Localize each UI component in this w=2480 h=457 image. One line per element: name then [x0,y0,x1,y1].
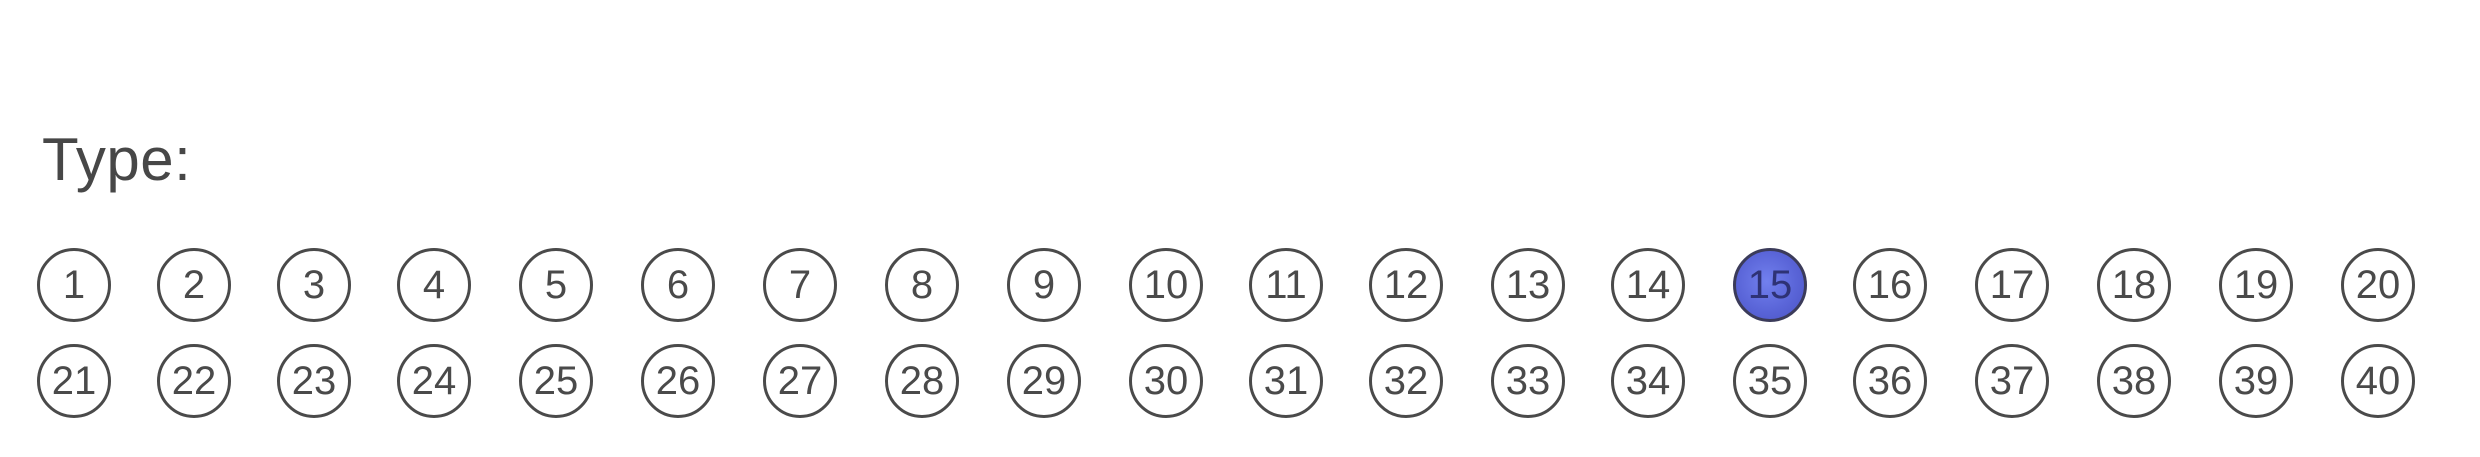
type-bubble-33[interactable]: 33 [1491,344,1565,418]
type-bubble-30[interactable]: 30 [1129,344,1203,418]
type-bubble-31[interactable]: 31 [1249,344,1323,418]
type-bubble-39[interactable]: 39 [2219,344,2293,418]
type-bubble-28[interactable]: 28 [885,344,959,418]
type-bubble-21[interactable]: 21 [37,344,111,418]
type-bubble-2[interactable]: 2 [157,248,231,322]
type-bubble-36[interactable]: 36 [1853,344,1927,418]
type-bubble-5[interactable]: 5 [519,248,593,322]
type-bubble-6[interactable]: 6 [641,248,715,322]
type-bubble-19[interactable]: 19 [2219,248,2293,322]
type-bubble-13[interactable]: 13 [1491,248,1565,322]
type-bubble-26[interactable]: 26 [641,344,715,418]
type-label: Type: [42,126,192,193]
type-bubble-18[interactable]: 18 [2097,248,2171,322]
type-bubble-34[interactable]: 34 [1611,344,1685,418]
type-bubble-32[interactable]: 32 [1369,344,1443,418]
type-bubble-3[interactable]: 3 [277,248,351,322]
type-bubble-38[interactable]: 38 [2097,344,2171,418]
type-bubble-25[interactable]: 25 [519,344,593,418]
type-bubble-17[interactable]: 17 [1975,248,2049,322]
type-bubble-20[interactable]: 20 [2341,248,2415,322]
type-bubble-15[interactable]: 15 [1733,248,1807,322]
type-bubble-1[interactable]: 1 [37,248,111,322]
type-bubble-24[interactable]: 24 [397,344,471,418]
type-bubble-22[interactable]: 22 [157,344,231,418]
type-bubble-35[interactable]: 35 [1733,344,1807,418]
type-bubble-9[interactable]: 9 [1007,248,1081,322]
type-bubble-4[interactable]: 4 [397,248,471,322]
type-bubble-23[interactable]: 23 [277,344,351,418]
type-bubble-27[interactable]: 27 [763,344,837,418]
type-bubble-14[interactable]: 14 [1611,248,1685,322]
type-bubble-12[interactable]: 12 [1369,248,1443,322]
type-bubble-8[interactable]: 8 [885,248,959,322]
type-bubble-16[interactable]: 16 [1853,248,1927,322]
type-bubble-40[interactable]: 40 [2341,344,2415,418]
type-bubble-10[interactable]: 10 [1129,248,1203,322]
type-bubble-7[interactable]: 7 [763,248,837,322]
type-bubble-37[interactable]: 37 [1975,344,2049,418]
type-bubble-29[interactable]: 29 [1007,344,1081,418]
type-bubble-11[interactable]: 11 [1249,248,1323,322]
